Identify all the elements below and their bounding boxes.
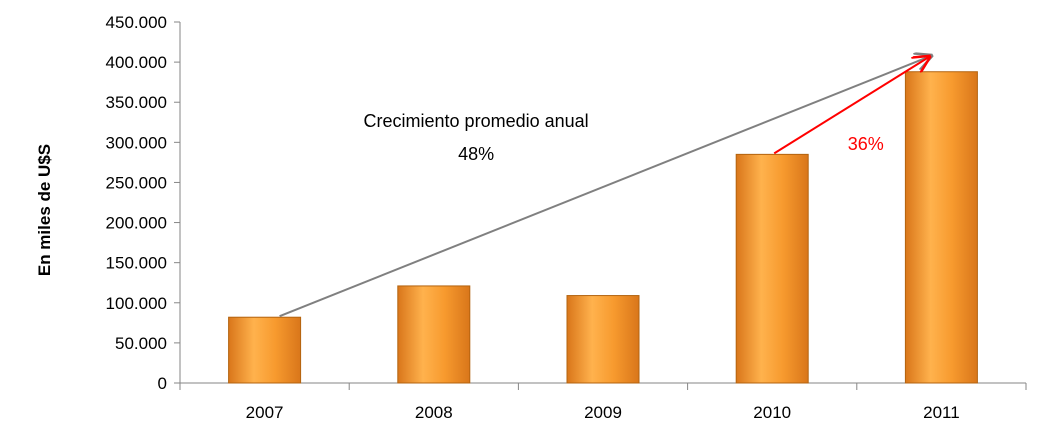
growth-arrow-overall (280, 56, 932, 316)
bar-2008 (398, 286, 470, 383)
growth-annotation-last: 36% (848, 134, 884, 154)
y-tick-label: 150.000 (106, 254, 167, 273)
growth-annotation-title: Crecimiento promedio anual (364, 111, 589, 131)
x-tick-label: 2007 (246, 403, 284, 422)
bar-2007 (229, 317, 301, 383)
x-axis: 2007 2008 2009 2010 2011 (180, 383, 1026, 422)
y-tick-label: 400.000 (106, 53, 167, 72)
x-tick-label: 2009 (584, 403, 622, 422)
bar-2010 (736, 154, 808, 383)
bar-2009 (567, 296, 639, 383)
x-tick-label: 2011 (923, 403, 960, 422)
annotations: Crecimiento promedio anual 48% 36% (280, 56, 932, 316)
growth-annotation-value: 48% (458, 144, 494, 164)
x-tick-label: 2010 (753, 403, 791, 422)
y-axis-label: En miles de U$S (35, 144, 54, 276)
y-tick-label: 100.000 (106, 294, 167, 313)
bars (229, 72, 978, 383)
bar-2011 (905, 72, 977, 383)
y-tick-label: 300.000 (106, 133, 167, 152)
y-tick-label: 200.000 (106, 214, 167, 233)
y-tick-label: 50.000 (115, 334, 167, 353)
y-axis: 0 50.000 100.000 150.000 200.000 250.000 300.0… (106, 13, 180, 393)
x-tick-label: 2008 (415, 403, 453, 422)
y-tick-label: 450.000 (106, 13, 167, 32)
y-tick-label: 350.000 (106, 93, 167, 112)
y-tick-label: 250.000 (106, 173, 167, 192)
y-tick-label: 0 (158, 374, 167, 393)
